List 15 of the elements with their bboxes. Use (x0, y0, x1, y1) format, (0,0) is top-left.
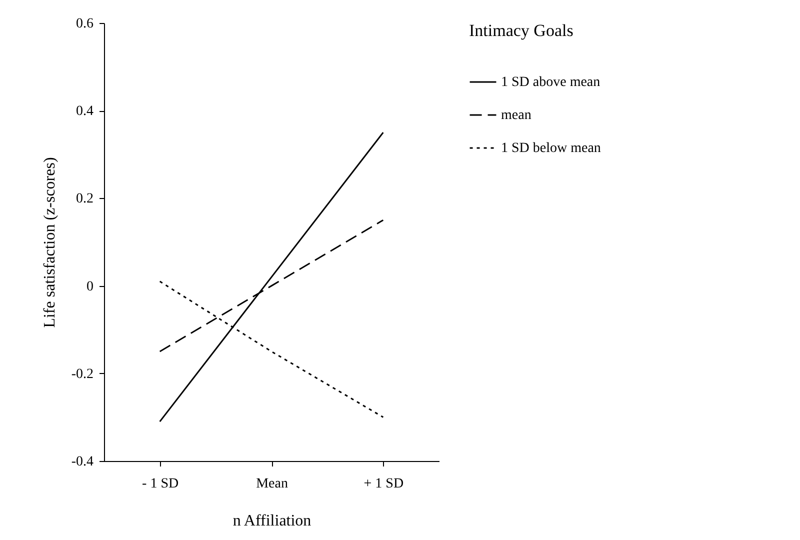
y-axis-title: Life satisfaction (z-scores) (41, 157, 58, 328)
legend-label: 1 SD above mean (501, 75, 600, 90)
x-tick-label: - 1 SD (142, 476, 179, 492)
x-tick-label: Mean (256, 476, 288, 492)
legend-label: 1 SD below mean (501, 141, 601, 156)
x-tick-label: + 1 SD (364, 476, 404, 492)
y-tick-label: 0.2 (76, 192, 94, 207)
x-axis-title: n Affiliation (232, 512, 312, 530)
legend-title: Intimacy Goals (469, 21, 574, 40)
y-tick-label: 0.4 (76, 104, 94, 120)
y-tick-label: 0 (86, 279, 94, 294)
y-tick-label: -0.2 (71, 366, 94, 382)
y-tick-label: 0.6 (76, 16, 94, 32)
legend-label: mean (501, 108, 532, 123)
y-tick-label: -0.4 (71, 454, 94, 470)
